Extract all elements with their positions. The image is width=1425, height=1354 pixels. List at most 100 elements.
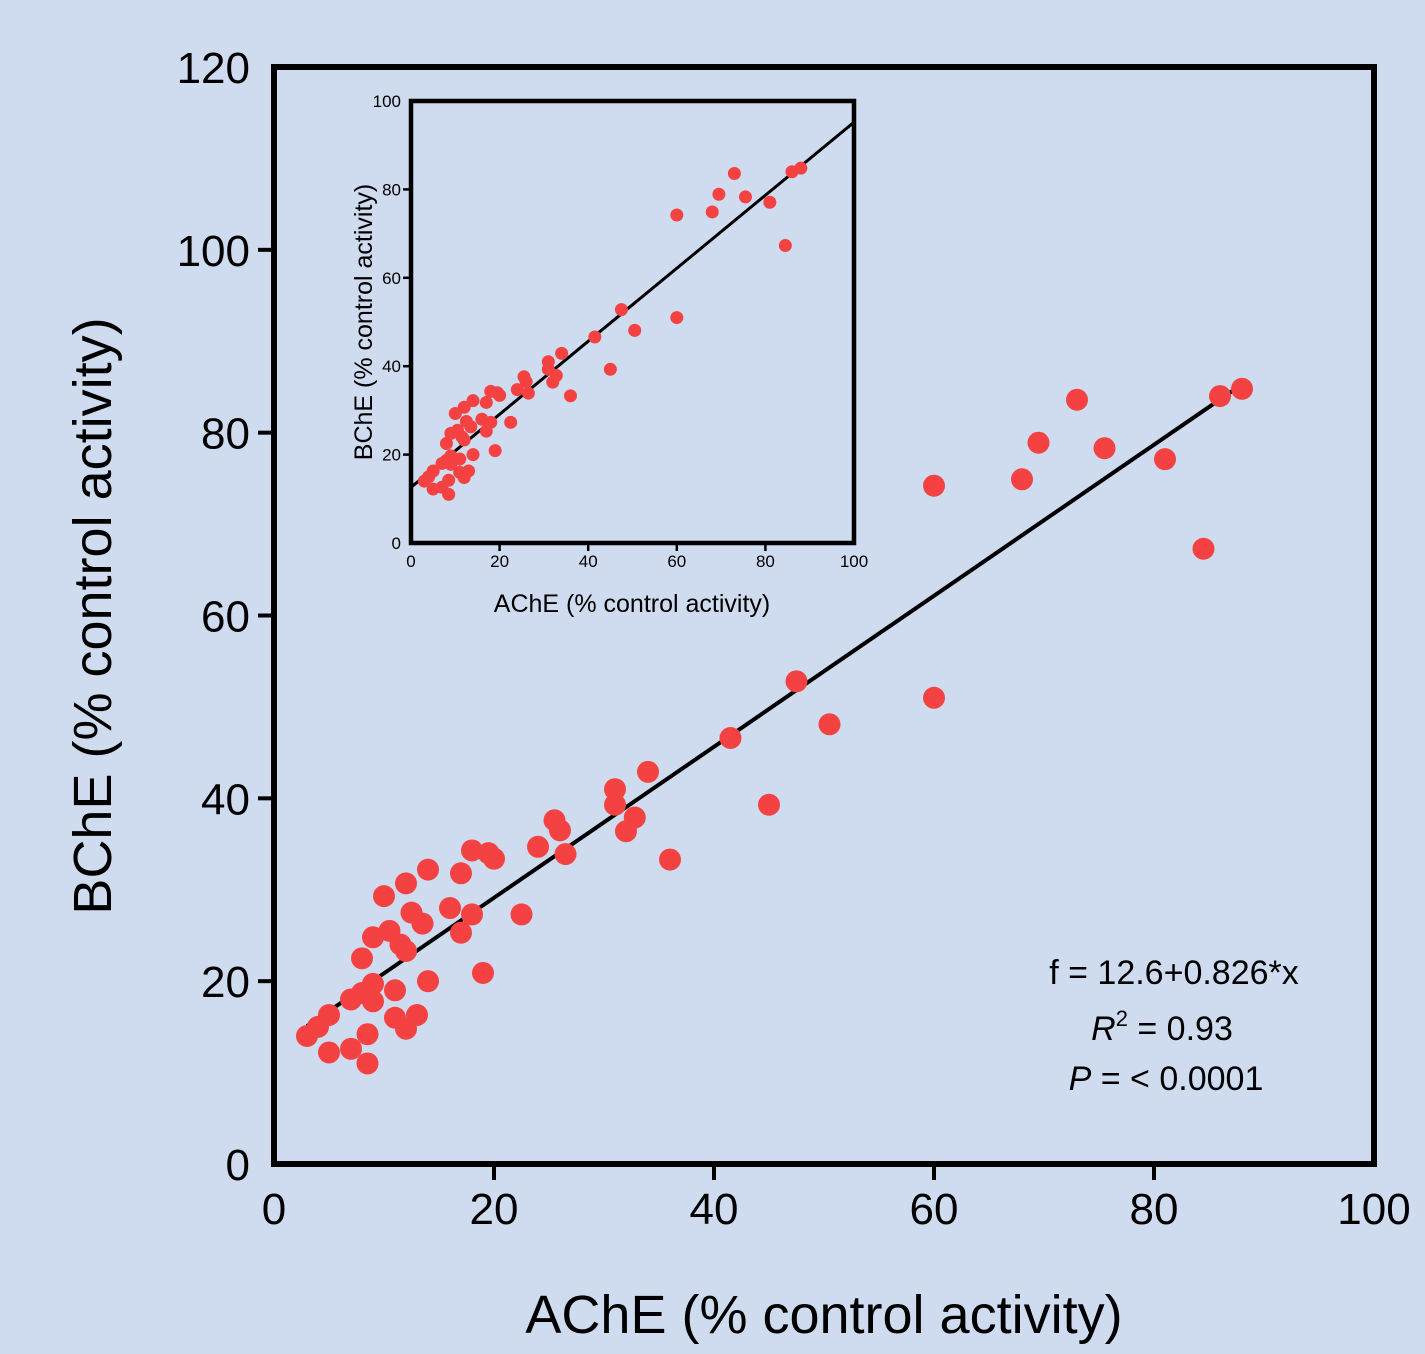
main-y-axis-title: BChE (% control activity)	[63, 317, 123, 914]
inset-data-point	[614, 303, 628, 317]
main-y-tick-label: 80	[201, 410, 250, 459]
main-x-tick-label: 80	[1130, 1185, 1179, 1234]
main-data-point	[510, 903, 533, 926]
inset-plot: 0 20 40 60 80 100 0 20 40 60 80 100 AChE (% contro…	[350, 92, 868, 618]
main-x-tick-label: 20	[470, 1185, 519, 1234]
inset-data-point	[521, 386, 535, 400]
inset-data-point	[603, 362, 617, 376]
main-data-point	[318, 1041, 340, 1064]
main-y-tick-label: 40	[201, 775, 250, 824]
inset-data-point	[493, 388, 507, 402]
main-data-point	[439, 897, 461, 920]
main-data-point	[450, 862, 472, 885]
inset-x-tick-label: 40	[579, 552, 598, 571]
main-data-point	[411, 912, 434, 935]
main-x-axis-title: AChE (% control activity)	[525, 1285, 1122, 1345]
inset-data-point	[794, 161, 808, 175]
main-x-tick-label: 100	[1337, 1185, 1410, 1234]
main-data-point	[549, 819, 571, 842]
inset-data-point	[466, 448, 480, 462]
inset-data-point	[670, 208, 684, 222]
inset-data-point	[712, 187, 726, 201]
main-data-point	[623, 806, 646, 829]
inset-data-point	[462, 464, 476, 478]
inset-x-tick-label: 0	[406, 552, 415, 571]
inset-data-point	[738, 190, 752, 204]
inset-data-point	[504, 415, 518, 429]
main-y-tick-label: 60	[201, 593, 250, 642]
inset-plot-frame	[408, 98, 857, 546]
inset-y-tick-label: 100	[373, 92, 401, 111]
inset-data-point	[670, 311, 684, 325]
r-squared-value: = 0.93	[1128, 1010, 1233, 1048]
main-y-tick-label: 20	[201, 958, 250, 1007]
main-x-tick-labels: 0 20 40 60 80 100	[262, 1185, 1411, 1234]
inset-data-point	[457, 433, 471, 447]
main-y-tick-marks	[258, 247, 274, 984]
inset-data-point	[705, 205, 719, 219]
main-data-point	[362, 990, 384, 1013]
p-symbol: P	[1069, 1060, 1092, 1098]
main-data-point	[318, 1003, 340, 1026]
inset-data-point	[453, 452, 467, 466]
main-y-tick-label: 120	[177, 44, 250, 93]
main-data-point	[356, 1023, 379, 1046]
main-data-point	[604, 778, 626, 801]
regression-equation: f = 12.6+0.826*x	[1049, 954, 1299, 992]
inset-y-tick-label: 60	[382, 269, 401, 288]
main-data-point	[1231, 377, 1253, 400]
inset-y-tick-label: 20	[382, 446, 401, 465]
main-x-tick-label: 0	[262, 1185, 286, 1234]
inset-data-point	[488, 444, 502, 458]
inset-plot-background	[411, 101, 854, 543]
main-data-point	[373, 885, 395, 908]
inset-data-point	[442, 487, 456, 501]
main-data-point	[461, 903, 483, 926]
inset-x-tick-labels: 0 20 40 60 80 100	[406, 552, 868, 571]
inset-y-tick-label: 0	[392, 534, 401, 553]
inset-data-point	[763, 195, 777, 209]
main-data-point	[1192, 537, 1215, 560]
inset-data-point	[628, 323, 642, 337]
inset-data-point	[519, 375, 533, 389]
inset-data-point	[727, 166, 741, 180]
inset-data-point	[563, 389, 577, 403]
inset-data-point	[464, 420, 478, 434]
p-value-annotation: P = < 0.0001	[1069, 1060, 1264, 1098]
main-data-point	[1154, 448, 1176, 471]
inset-x-tick-label: 100	[840, 552, 868, 571]
main-x-tick-label: 40	[690, 1185, 739, 1234]
main-data-point	[417, 858, 439, 881]
inset-data-point	[466, 394, 480, 408]
inset-data-point	[778, 239, 792, 253]
main-data-point	[340, 1037, 362, 1060]
p-value: = < 0.0001	[1091, 1060, 1263, 1098]
inset-x-tick-label: 80	[756, 552, 775, 571]
main-data-point	[554, 843, 577, 866]
main-data-point	[818, 713, 841, 736]
main-data-point	[1209, 385, 1231, 408]
main-x-tick-marks	[492, 1164, 1156, 1180]
inset-y-tick-label: 40	[382, 357, 401, 376]
main-data-point	[527, 835, 549, 858]
main-data-point	[483, 847, 505, 870]
main-data-point	[362, 972, 384, 995]
inset-data-point	[510, 383, 524, 397]
r-squared-symbol: R	[1091, 1010, 1116, 1048]
main-data-point	[417, 970, 439, 993]
main-data-point	[406, 1003, 428, 1026]
inset-x-axis-title: AChE (% control activity)	[494, 590, 770, 618]
main-data-point	[785, 670, 808, 693]
main-data-point	[362, 926, 384, 949]
inset-data-point	[442, 473, 456, 487]
main-y-tick-label: 100	[177, 227, 250, 276]
inset-data-point	[439, 437, 453, 451]
inset-data-point	[457, 400, 471, 414]
r-squared-superscript: 2	[1116, 1006, 1128, 1031]
inset-x-tick-label: 20	[490, 552, 509, 571]
main-data-point	[1093, 437, 1116, 460]
main-data-point	[395, 872, 417, 895]
main-data-point	[461, 839, 483, 862]
